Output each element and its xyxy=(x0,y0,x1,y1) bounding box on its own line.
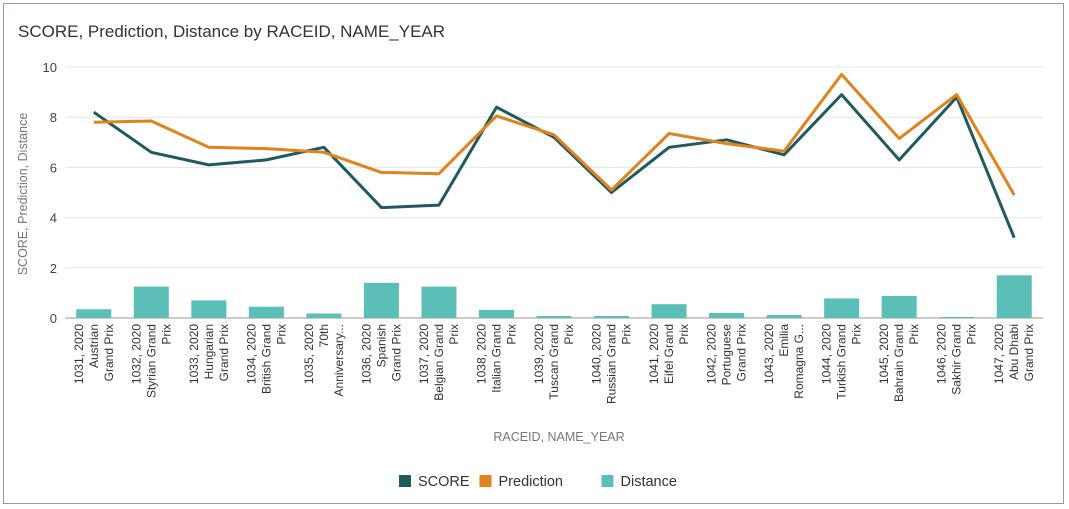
y-tick-label: 6 xyxy=(50,160,57,175)
x-tick-label: Belgian Grand xyxy=(432,324,446,401)
x-tick-label: Prix xyxy=(850,324,864,345)
x-tick-label: Turkish Grand xyxy=(835,324,849,400)
distance-bar xyxy=(536,315,572,318)
y-tick-label: 4 xyxy=(50,211,57,226)
x-tick-label: Prix xyxy=(677,324,691,345)
x-tick-label: 70th xyxy=(317,324,331,347)
x-tick-label: Emilia xyxy=(777,324,791,357)
prediction-line xyxy=(93,73,1016,196)
score-line xyxy=(92,93,1016,239)
legend-swatch xyxy=(479,475,492,487)
x-tick-label: Grand Prix xyxy=(735,324,749,381)
chart-title: SCORE, Prediction, Distance by RACEID, N… xyxy=(18,22,446,41)
distance-bar xyxy=(881,295,917,318)
x-tick-label: 1040, 2020 xyxy=(590,324,604,384)
x-tick-label: 1035, 2020 xyxy=(302,324,316,384)
x-tick-label: 1038, 2020 xyxy=(475,324,489,384)
distance-bar xyxy=(651,304,687,318)
chart-panel: SCORE, Prediction, Distance by RACEID, N… xyxy=(3,3,1064,504)
y-tick-label: 8 xyxy=(50,110,57,125)
x-tick-label: Hungarian xyxy=(202,324,216,379)
y-tick-label: 2 xyxy=(50,261,57,276)
distance-bar xyxy=(248,306,284,318)
x-tick-label: 1032, 2020 xyxy=(129,324,143,384)
x-tick-label: 1031, 2020 xyxy=(72,324,86,384)
x-tick-label: 1045, 2020 xyxy=(877,324,891,384)
x-tick-label: Styrian Grand xyxy=(144,324,158,398)
x-tick-label: Eifel Grand xyxy=(662,324,676,384)
x-tick-label: Prix xyxy=(907,324,921,345)
distance-bar xyxy=(996,275,1032,318)
x-tick-label: Grand Prix xyxy=(389,324,403,381)
x-tick-label: Bahrain Grand xyxy=(892,324,906,402)
distance-bar xyxy=(306,313,342,318)
x-tick-label: Romagna G... xyxy=(792,324,806,399)
distance-bar xyxy=(363,282,399,318)
legend-swatch xyxy=(399,475,411,487)
x-tick-label: 1039, 2020 xyxy=(532,324,546,384)
distance-bar xyxy=(766,314,802,318)
y-tick-label: 10 xyxy=(43,60,57,75)
legend-label: Prediction xyxy=(499,474,563,490)
x-axis-title: RACEID, NAME_YEAR xyxy=(493,430,624,444)
x-tick-label: Austrian xyxy=(87,324,101,368)
x-tick-label: 1043, 2020 xyxy=(762,324,776,384)
x-tick-label: Tuscan Grand xyxy=(547,324,561,400)
x-tick-label: 1046, 2020 xyxy=(935,324,949,384)
distance-bar xyxy=(191,300,227,318)
x-tick-label: Grand Prix xyxy=(102,324,116,381)
x-tick-label: Portuguese xyxy=(720,324,734,386)
x-tick-label: Spanish xyxy=(374,324,388,367)
series-lines xyxy=(92,73,1016,239)
x-tick-label: 1047, 2020 xyxy=(992,324,1006,384)
y-tick-label: 0 xyxy=(50,311,57,326)
x-tick-label: Grand Prix xyxy=(217,324,231,381)
x-tick-label: Grand Prix xyxy=(1022,324,1036,381)
x-tick-label: 1044, 2020 xyxy=(820,324,834,384)
distance-bar xyxy=(421,286,457,318)
x-tick-label: Prix xyxy=(447,324,461,345)
x-tick-label: Russian Grand xyxy=(605,324,619,404)
x-tick-label: Prix xyxy=(620,324,634,345)
x-axis-ticks: 1031, 2020 Austrian Grand Prix 1032, 2020 St… xyxy=(72,324,1036,404)
y-axis-ticks: 0 2 4 6 8 10 xyxy=(43,60,57,326)
x-tick-label: British Grand xyxy=(259,324,273,394)
x-tick-label: Abu Dhabi xyxy=(1007,324,1021,380)
distance-bar xyxy=(133,286,169,318)
distance-bar xyxy=(709,312,745,318)
x-tick-label: 1033, 2020 xyxy=(187,324,201,384)
x-tick-label: 1041, 2020 xyxy=(647,324,661,384)
distance-bar xyxy=(824,298,860,318)
distance-bars xyxy=(76,275,1032,318)
x-tick-label: Prix xyxy=(562,324,576,345)
distance-bar xyxy=(594,315,630,318)
x-tick-label: Prix xyxy=(505,324,519,345)
x-tick-label: 1036, 2020 xyxy=(359,324,373,384)
x-tick-label: Anniversary... xyxy=(332,324,346,396)
y-axis-title: SCORE, Prediction, Distance xyxy=(16,113,30,276)
x-tick-label: Prix xyxy=(274,324,288,345)
legend-label: SCORE xyxy=(418,474,470,490)
x-tick-label: Sakhir Grand xyxy=(950,324,964,395)
gridlines xyxy=(65,66,1043,319)
distance-bar xyxy=(939,316,975,318)
x-tick-label: 1037, 2020 xyxy=(417,324,431,384)
x-tick-label: 1034, 2020 xyxy=(244,324,258,384)
distance-bar xyxy=(478,309,514,318)
legend-label: Distance xyxy=(621,474,677,490)
x-tick-label: Prix xyxy=(965,324,979,345)
distance-bar xyxy=(76,309,112,318)
x-tick-label: Italian Grand xyxy=(490,324,504,393)
x-tick-label: 1042, 2020 xyxy=(705,324,719,384)
x-tick-label: Prix xyxy=(159,324,173,345)
legend: SCORE Prediction Distance xyxy=(399,474,677,490)
legend-swatch xyxy=(601,475,614,487)
